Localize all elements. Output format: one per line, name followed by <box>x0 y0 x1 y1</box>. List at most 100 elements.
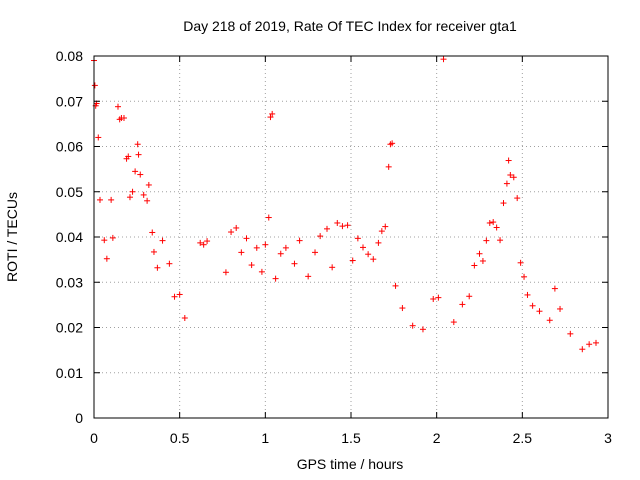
chart-title: Day 218 of 2019, Rate Of TEC Index for r… <box>183 18 517 34</box>
data-point <box>149 229 156 236</box>
data-point <box>272 275 279 282</box>
data-point <box>181 314 188 321</box>
x-tick-label: 0 <box>90 430 98 446</box>
data-point <box>238 249 245 256</box>
data-point <box>265 214 272 221</box>
data-point <box>282 244 289 251</box>
data-point <box>524 291 531 298</box>
data-point <box>305 273 312 280</box>
data-point <box>91 82 98 89</box>
x-tick-label: 3 <box>604 430 612 446</box>
data-point <box>145 181 152 188</box>
data-point <box>370 256 377 263</box>
data-point <box>233 224 240 231</box>
data-point <box>253 244 260 251</box>
plot-frame <box>93 55 609 419</box>
data-point <box>579 346 586 353</box>
data-point <box>126 194 133 201</box>
data-point <box>557 305 564 312</box>
data-point <box>296 237 303 244</box>
data-point <box>339 223 346 230</box>
data-point <box>109 234 116 241</box>
data-point <box>291 260 298 267</box>
data-point <box>389 140 396 147</box>
data-point <box>349 257 356 264</box>
data-point <box>440 56 447 63</box>
data-point <box>114 103 121 110</box>
y-axis-tick-labels: 0 0.01 0.02 0.03 0.04 0.05 0.06 0.07 0.08 <box>56 48 83 426</box>
data-point <box>385 163 392 170</box>
x-axis-tick-labels: 0 0.5 1 1.5 2 2.5 3 <box>90 430 612 446</box>
y-tick-label: 0.03 <box>56 274 83 290</box>
grid-lines <box>94 56 608 418</box>
data-point <box>134 141 141 148</box>
data-point <box>258 268 265 275</box>
data-point <box>486 219 493 226</box>
data-point <box>593 339 600 346</box>
data-point <box>166 260 173 267</box>
y-tick-label: 0.07 <box>56 93 83 109</box>
data-point <box>497 237 504 244</box>
x-axis-label: GPS time / hours <box>297 456 404 472</box>
data-point <box>493 224 500 231</box>
data-point <box>159 237 166 244</box>
data-point <box>200 241 207 248</box>
data-point <box>137 171 144 178</box>
data-point <box>567 330 574 337</box>
data-point <box>150 248 157 255</box>
data-point <box>392 282 399 289</box>
data-point <box>517 259 524 266</box>
data-point <box>551 285 558 292</box>
data-point <box>409 322 416 329</box>
data-point <box>510 174 517 181</box>
data-point <box>419 326 426 333</box>
data-point <box>375 239 382 246</box>
data-point <box>329 264 336 271</box>
data-points <box>91 56 600 353</box>
data-point <box>507 172 514 179</box>
data-point <box>435 294 442 301</box>
y-axis-label: ROTI / TECUs <box>4 192 20 282</box>
data-point <box>96 196 103 203</box>
data-point <box>483 237 490 244</box>
data-point <box>479 257 486 264</box>
data-point <box>324 225 331 232</box>
data-point <box>344 222 351 229</box>
data-point <box>277 250 284 257</box>
data-point <box>546 317 553 324</box>
data-point <box>267 114 274 121</box>
data-point <box>466 293 473 300</box>
data-point <box>154 264 161 271</box>
data-point <box>171 293 178 300</box>
data-point <box>317 233 324 240</box>
data-point <box>365 251 372 258</box>
data-point <box>586 341 593 348</box>
data-point <box>101 237 108 244</box>
data-point <box>382 223 389 230</box>
x-tick-label: 2 <box>433 430 441 446</box>
y-tick-label: 0.04 <box>56 229 83 245</box>
data-point <box>490 219 497 226</box>
data-point <box>312 249 319 256</box>
data-point <box>503 180 510 187</box>
x-tick-label: 1.5 <box>341 430 361 446</box>
data-point <box>450 319 457 326</box>
data-point <box>95 134 102 141</box>
y-tick-label: 0.05 <box>56 184 83 200</box>
data-point <box>359 244 366 251</box>
y-tick-label: 0.01 <box>56 365 83 381</box>
data-point <box>334 219 341 226</box>
data-point <box>529 302 536 309</box>
data-point <box>262 241 269 248</box>
data-point <box>176 291 183 298</box>
data-point <box>204 238 211 245</box>
data-point <box>471 262 478 269</box>
data-point <box>505 157 512 164</box>
data-point <box>243 235 250 242</box>
data-point <box>514 195 521 202</box>
x-tick-label: 2.5 <box>513 430 533 446</box>
data-point <box>500 200 507 207</box>
data-point <box>248 262 255 269</box>
data-point <box>144 197 151 204</box>
